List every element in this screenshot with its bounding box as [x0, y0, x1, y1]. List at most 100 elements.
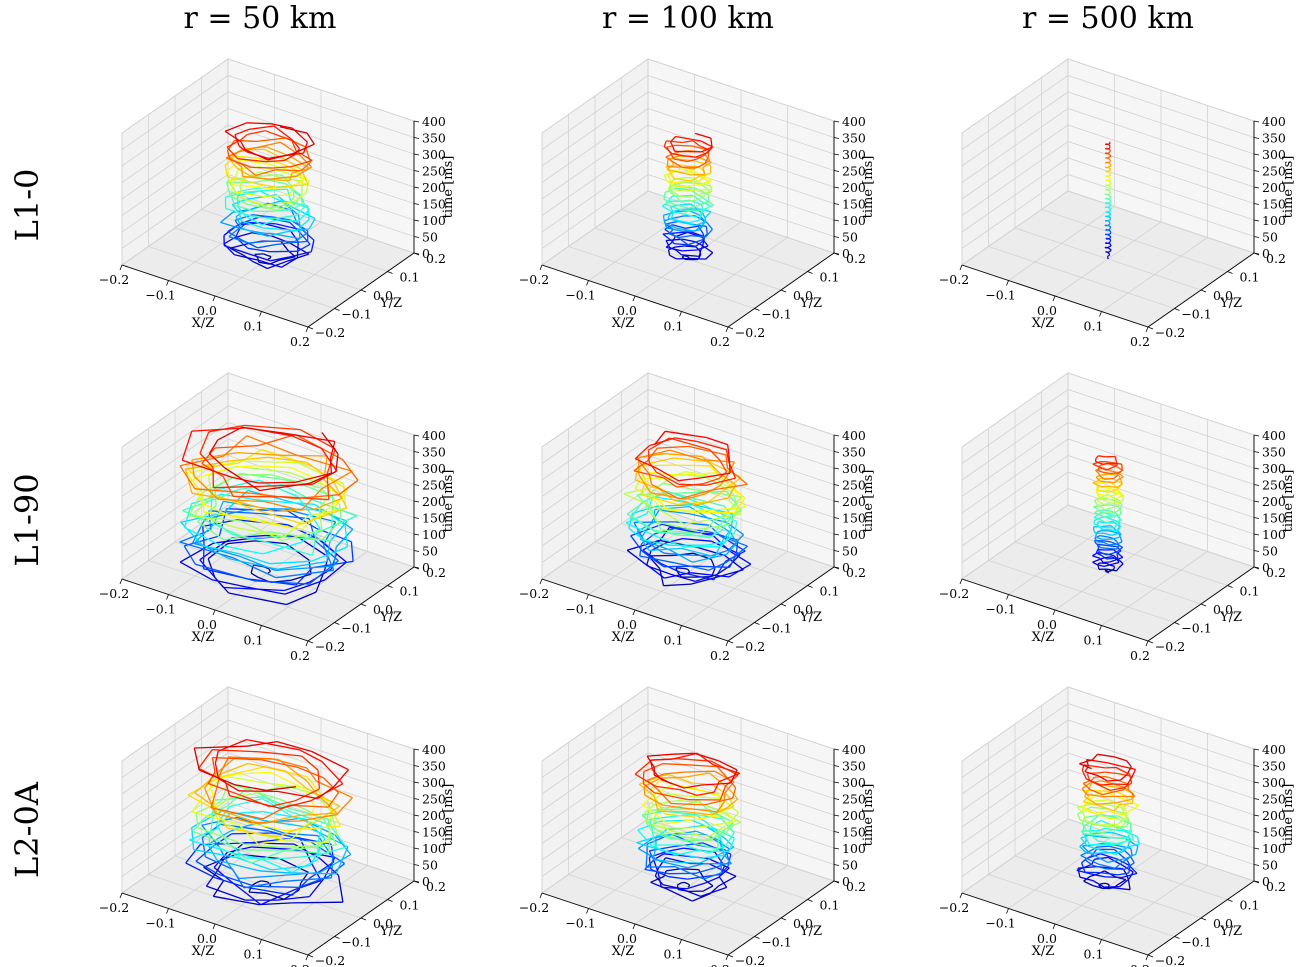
trajectory-segment [1080, 837, 1088, 846]
trajectory-segment [185, 844, 201, 864]
trajectory-segment [179, 455, 224, 467]
trajectory-segment [184, 526, 221, 546]
trajectory-segment [695, 221, 705, 227]
trajectory-segment [267, 570, 271, 574]
trajectory-segment [1092, 558, 1101, 563]
trajectory-segment [208, 781, 215, 800]
trajectory-segment [676, 850, 696, 856]
trajectory-segment [696, 210, 704, 218]
trajectory-segment [653, 828, 683, 838]
trajectory-segment [659, 488, 675, 501]
trajectory-segment [286, 872, 337, 875]
trajectory-segment [1098, 823, 1118, 826]
trajectory-segment [317, 841, 319, 860]
trajectory-segment [680, 861, 700, 864]
trajectory-segment [309, 471, 337, 484]
trajectory-segment [1103, 563, 1113, 568]
trajectory-segment [684, 184, 693, 188]
trajectory-segment [1081, 845, 1089, 852]
trajectory-segment [1136, 836, 1140, 845]
x-tick-label: 0.0 [1037, 303, 1057, 318]
trajectory-segment [670, 172, 675, 179]
trajectory-segment [655, 471, 680, 485]
trajectory-segment [1106, 215, 1109, 218]
trajectory-segment [188, 515, 241, 522]
trajectory-segment [666, 140, 683, 144]
z-tick-label: 0 [1262, 246, 1270, 261]
trajectory-segment [269, 531, 323, 541]
trajectory-segment [182, 497, 220, 512]
trajectory-segment [674, 866, 705, 880]
trajectory-segment [1077, 865, 1097, 869]
z-tick-label: 100 [422, 213, 446, 228]
trajectory-segment [1120, 498, 1125, 503]
trajectory-segment [291, 815, 323, 828]
trajectory-segment [669, 437, 710, 451]
trajectory-segment [1116, 545, 1120, 550]
trajectory-segment [1104, 486, 1111, 490]
trajectory-segment [1119, 503, 1123, 510]
trajectory-segment [1127, 805, 1140, 813]
trajectory-segment [730, 513, 734, 529]
trajectory-segment [719, 785, 727, 801]
trajectory-segment [192, 830, 242, 851]
trajectory-segment [667, 170, 673, 178]
trajectory-segment [252, 201, 276, 211]
trajectory-segment [651, 498, 663, 510]
y-tick-label: −0.1 [761, 935, 791, 950]
trajectory-segment [278, 199, 308, 207]
z-tick-label: 350 [422, 759, 446, 774]
trajectory-segment [639, 543, 643, 557]
trajectory-segment [270, 771, 304, 789]
y-axis-label: Y/Z [1219, 924, 1242, 939]
trajectory-segment [326, 473, 330, 500]
trajectory-segment [1092, 753, 1098, 761]
trajectory-segment [709, 449, 721, 461]
trajectory-segment [682, 140, 694, 144]
trajectory-segment [1108, 190, 1111, 192]
trajectory-segment [1093, 516, 1101, 521]
trajectory-segment [700, 886, 727, 898]
trajectory-segment [689, 506, 714, 522]
z-axis-label: time [ms] [441, 156, 456, 219]
trajectory-segment [1103, 541, 1110, 546]
trajectory-segment [1098, 455, 1106, 458]
trajectory-segment [667, 176, 674, 184]
trajectory-segment [333, 769, 349, 787]
trajectory-segment [179, 561, 213, 581]
trajectory-segment [697, 163, 706, 168]
trajectory-segment [705, 477, 736, 486]
trajectory-segment [1090, 835, 1099, 842]
column-title-1: r = 50 km [184, 1, 337, 36]
x-tick-label: −0.2 [99, 586, 129, 601]
trajectory-segment [1105, 509, 1111, 512]
y-tick-label: −0.1 [761, 621, 791, 636]
trajectory-segment [642, 783, 655, 794]
trajectory-segment [296, 221, 307, 235]
trajectory-segment [1127, 837, 1131, 847]
trajectory-segment [231, 476, 259, 484]
trajectory-segment [693, 511, 735, 514]
trajectory-segment [1093, 500, 1098, 505]
trajectory-segment [729, 769, 738, 784]
trajectory-segment [251, 849, 286, 864]
z-tick-label: 250 [422, 478, 446, 493]
trajectory-segment [214, 763, 220, 779]
trajectory-segment [1097, 541, 1104, 543]
trajectory-segment [667, 249, 671, 256]
trajectory-segment [265, 146, 291, 157]
trajectory-segment [234, 204, 255, 212]
trajectory-segment [1105, 211, 1107, 213]
y-tick-label: 0.1 [400, 584, 420, 599]
trajectory-segment [251, 846, 292, 850]
trajectory-segment [1098, 840, 1117, 845]
trajectory-segment [707, 180, 713, 190]
trajectory-segment [291, 140, 297, 152]
z-tick-label: 0 [842, 874, 850, 889]
trajectory-segment [687, 875, 705, 880]
trajectory-segment [1109, 168, 1112, 171]
trajectory-segment [1108, 234, 1111, 237]
y-tick-label: 0.0 [373, 288, 393, 303]
trajectory-segment [201, 837, 207, 858]
trajectory-segment [1084, 855, 1092, 861]
